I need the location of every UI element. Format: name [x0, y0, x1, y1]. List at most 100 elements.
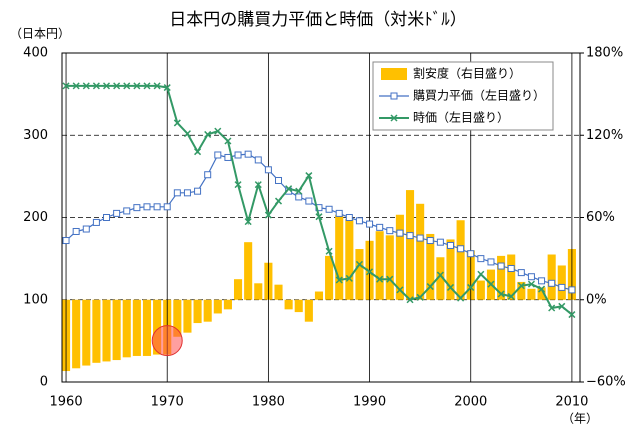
marker — [264, 166, 272, 174]
marker — [335, 209, 343, 217]
marker — [194, 148, 202, 156]
marker — [173, 189, 181, 197]
bar — [112, 299, 121, 361]
bar — [527, 288, 536, 300]
bar — [507, 254, 516, 300]
marker — [527, 280, 535, 288]
bar — [102, 299, 111, 362]
marker — [538, 277, 546, 285]
marker — [274, 197, 283, 205]
marker — [275, 176, 283, 184]
y2-tick-label: 120% — [586, 128, 623, 143]
marker — [133, 82, 141, 90]
marker — [477, 270, 485, 278]
marker — [133, 204, 141, 212]
bar — [153, 299, 162, 355]
marker — [396, 229, 404, 237]
bar — [436, 257, 445, 300]
marker — [72, 82, 80, 90]
marker — [477, 255, 485, 263]
marker — [295, 193, 303, 201]
legend-label: 割安度（右目盛り） — [413, 66, 521, 81]
marker — [487, 280, 495, 288]
y2-tick-label: 180% — [586, 46, 623, 61]
bar — [254, 283, 263, 300]
bar — [132, 299, 141, 356]
marker — [254, 156, 262, 164]
marker — [396, 286, 404, 294]
marker — [355, 260, 363, 268]
marker — [305, 172, 313, 180]
marker — [123, 82, 131, 90]
marker — [436, 238, 444, 246]
bar — [405, 190, 415, 300]
highlight — [151, 325, 183, 357]
bar — [325, 255, 334, 300]
x-tick-label: 1960 — [50, 395, 83, 410]
bar — [294, 299, 303, 313]
y2-tick-label: 0% — [586, 292, 607, 307]
plot-frame — [61, 52, 581, 383]
bar — [416, 203, 425, 300]
marker — [548, 304, 556, 312]
bar — [244, 242, 253, 300]
chart-title: 日本円の購買力平価と時価（対米ﾄﾞﾙ） — [169, 10, 467, 30]
marker — [305, 197, 313, 205]
x-tick-label: 1980 — [252, 395, 285, 410]
bar — [355, 249, 364, 300]
marker — [497, 290, 505, 298]
legend-label: 購買力平価（左目盛り） — [413, 88, 545, 103]
marker — [386, 227, 394, 235]
bar — [274, 284, 283, 300]
marker — [224, 153, 232, 161]
marker — [426, 237, 434, 245]
marker — [558, 302, 566, 310]
marker — [568, 286, 576, 294]
bar — [385, 235, 394, 300]
x-tick-label: 2000 — [454, 395, 487, 410]
marker — [416, 234, 424, 242]
marker — [113, 209, 121, 217]
marker — [457, 245, 465, 253]
y-tick-label: 400 — [23, 46, 48, 61]
marker — [426, 283, 434, 291]
marker — [568, 311, 576, 319]
bar — [517, 281, 526, 300]
bar — [92, 299, 101, 363]
marker — [457, 294, 465, 302]
marker — [123, 207, 131, 215]
marker — [72, 227, 80, 235]
marker — [497, 262, 505, 270]
bar — [72, 299, 81, 369]
bar — [375, 231, 384, 300]
marker — [92, 218, 100, 226]
y2-tick-label: 60% — [586, 210, 615, 225]
x-axis-label: （年） — [562, 412, 598, 426]
marker — [113, 82, 121, 90]
bar — [395, 214, 404, 300]
marker — [335, 276, 343, 284]
x-tick-label: 2010 — [555, 395, 588, 410]
marker — [345, 274, 353, 282]
marker — [143, 82, 151, 90]
marker — [406, 296, 414, 304]
marker — [82, 225, 90, 233]
marker — [386, 275, 394, 283]
marker — [325, 247, 333, 255]
bar — [142, 299, 152, 356]
bar — [304, 299, 313, 322]
marker — [390, 114, 398, 122]
marker — [204, 130, 212, 138]
marker — [507, 292, 515, 300]
marker — [264, 211, 272, 219]
marker — [517, 269, 525, 277]
marker — [204, 171, 212, 179]
bar — [345, 218, 354, 300]
x-tick-label: 1970 — [151, 395, 184, 410]
marker — [446, 283, 455, 291]
marker — [224, 137, 232, 145]
marker — [507, 264, 515, 272]
marker — [214, 127, 222, 135]
bar — [335, 214, 344, 300]
